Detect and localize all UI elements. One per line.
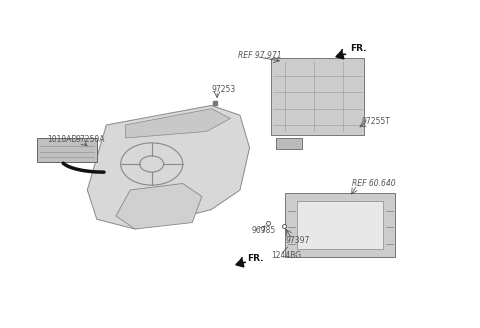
Text: 1018AD: 1018AD — [47, 135, 77, 144]
Polygon shape — [87, 106, 250, 229]
Text: REF 97.971: REF 97.971 — [238, 51, 281, 60]
FancyBboxPatch shape — [297, 201, 383, 249]
Text: REF 60.640: REF 60.640 — [352, 179, 396, 188]
Text: 97253: 97253 — [211, 85, 236, 94]
Text: 97255T: 97255T — [362, 117, 391, 126]
Text: 97397: 97397 — [285, 236, 310, 245]
Polygon shape — [116, 183, 202, 229]
FancyBboxPatch shape — [271, 58, 364, 135]
FancyBboxPatch shape — [285, 193, 395, 257]
Polygon shape — [125, 109, 230, 138]
FancyBboxPatch shape — [37, 138, 97, 162]
Text: 1244BG: 1244BG — [271, 251, 301, 259]
Text: FR.: FR. — [350, 44, 366, 53]
Text: 96985: 96985 — [252, 226, 276, 235]
Text: FR.: FR. — [247, 254, 264, 263]
FancyBboxPatch shape — [276, 138, 302, 149]
Text: 97250A: 97250A — [75, 135, 105, 144]
